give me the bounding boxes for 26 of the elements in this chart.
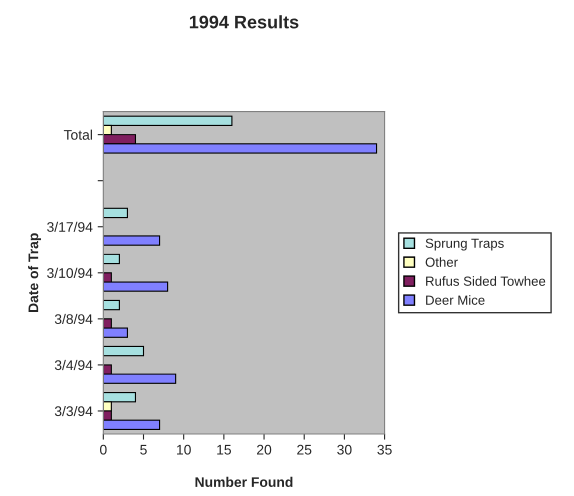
legend-label: Deer Mice	[426, 295, 485, 305]
x-tick-label: 25	[297, 444, 312, 455]
legend-label: Other	[426, 257, 458, 267]
legend-label: Sprung Traps	[426, 238, 504, 251]
legend-label: Rufus Sided Towhee	[426, 276, 546, 286]
x-tick-label: 10	[177, 444, 191, 455]
bar	[103, 346, 144, 356]
x-tick-label: 5	[140, 444, 147, 455]
bar	[103, 235, 160, 246]
x-tick-label: 20	[257, 444, 272, 455]
bar	[103, 300, 120, 310]
bar	[103, 208, 128, 218]
x-tick-label: 35	[377, 444, 392, 455]
y-axis-title: Date of Trap	[28, 233, 42, 312]
y-tick-label: 3/10/94	[47, 268, 92, 278]
chart-title: 1994 Results	[190, 15, 298, 28]
y-tick-label: Total	[64, 130, 92, 140]
bar	[103, 254, 120, 264]
y-tick-label: 3/8/94	[54, 314, 92, 324]
x-tick-label: 30	[337, 444, 352, 455]
x-tick-label: 15	[217, 444, 232, 455]
y-tick-label: 3/3/94	[54, 406, 92, 416]
y-tick-label: 3/17/94	[47, 222, 92, 232]
y-tick-label: 3/4/94	[54, 360, 92, 370]
x-tick-label: 0	[100, 444, 107, 455]
x-axis-title: Number Found	[196, 476, 292, 488]
